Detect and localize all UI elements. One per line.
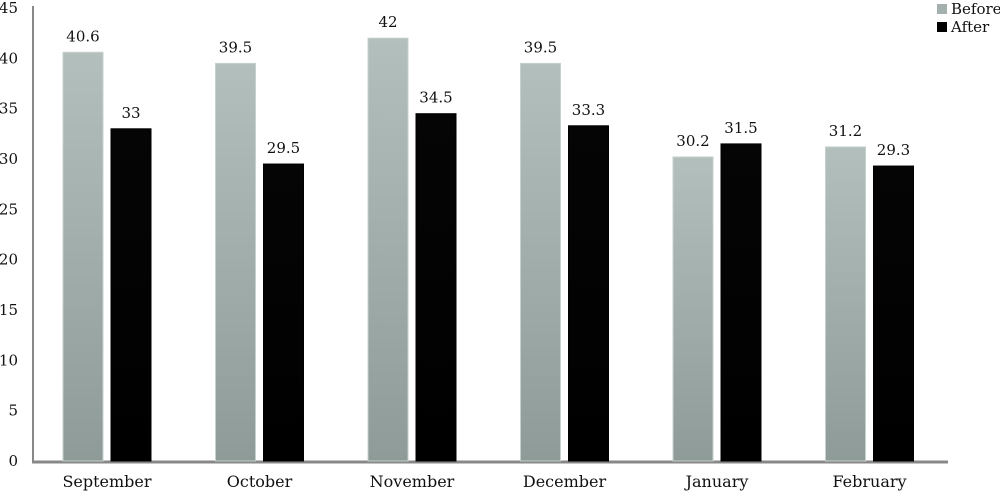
y-tick-label: 20 [0,251,18,269]
x-category-label: September [62,472,151,491]
data-label-before-february: 31.2 [829,122,862,140]
legend-label-after: After [950,18,990,36]
bars [62,37,914,462]
y-tick-label: 10 [0,351,18,369]
bar-before-december [520,62,561,462]
bar-before-september [62,51,104,462]
bar-after-january [720,143,762,462]
legend-swatch-after [937,22,947,32]
y-tick-label: 45 [0,0,18,17]
x-category-label: November [370,472,455,491]
data-label-after-september: 33 [121,104,140,122]
data-label-after-december: 33.3 [572,101,605,119]
bar-after-december [568,125,609,462]
legend-label-before: Before [951,0,1000,18]
x-category-label: October [227,472,293,491]
bar-after-september [110,128,152,462]
data-label-after-october: 29.5 [267,139,300,157]
data-label-before-september: 40.6 [66,27,99,45]
x-axis: September October November December January F… [32,460,948,491]
bar-before-february [825,146,866,462]
y-tick-label: 40 [0,49,18,67]
data-label-after-november: 34.5 [419,89,452,107]
data-label-after-january: 31.5 [724,119,757,137]
data-label-before-november: 42 [378,13,397,31]
x-category-label: January [684,472,749,491]
x-category-label: February [832,472,906,491]
bar-after-october [263,163,304,462]
bar-after-november [415,113,457,462]
bar-before-january [672,156,714,462]
y-tick-label: 25 [0,200,18,218]
data-labels: 40.6 33 39.5 29.5 42 34.5 39.5 33.3 30.2 31.5 31.2… [66,13,910,159]
y-tick-label: 30 [0,150,18,168]
y-tick-label: 5 [8,402,18,420]
y-tick-label: 35 [0,100,18,118]
data-label-before-october: 39.5 [219,38,252,56]
data-label-after-february: 29.3 [877,141,910,159]
data-label-before-december: 39.5 [524,38,557,56]
bar-before-october [215,62,256,462]
bar-after-february [873,165,914,462]
y-tick-label: 0 [8,452,18,470]
legend-swatch-before [937,4,947,14]
y-axis: 0 5 10 15 20 25 30 35 40 45 [0,0,34,470]
bar-before-november [367,37,409,462]
data-label-before-january: 30.2 [676,132,709,150]
x-category-label: December [523,472,607,491]
y-tick-label: 15 [0,301,18,319]
